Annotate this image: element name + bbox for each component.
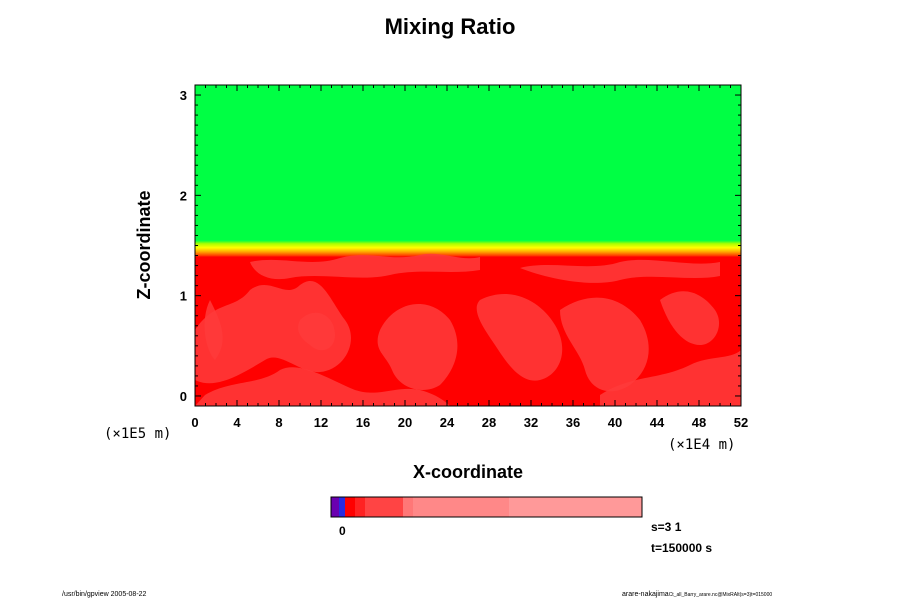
mixing-pattern-2 [377, 303, 458, 390]
x-axis-title: X-coordinate [413, 462, 523, 482]
chart-title: Mixing Ratio [384, 14, 516, 39]
y-axis-title: Z-coordinate [134, 190, 154, 299]
footer-right-main: arare-nakajima [622, 591, 669, 598]
annotation-s: s=3 1 [651, 520, 682, 534]
x-tick-label: 44 [650, 415, 665, 430]
footer-right: arare-nakajimaCt_all_Barry_arare.nc@MixR… [622, 591, 772, 598]
colorbar-segment [509, 497, 642, 517]
heatmap-field [195, 85, 741, 406]
mixing-pattern-8 [520, 259, 720, 283]
mixing-pattern-9 [204, 300, 223, 360]
mixing-pattern-3 [476, 294, 563, 381]
field-transition [195, 240, 741, 257]
mixing-pattern-6 [660, 291, 720, 345]
x-tick-label: 8 [275, 415, 282, 430]
colorbar [330, 496, 643, 518]
footer-right-small: Ct_all_Barry_arare.nc@MixRAlt(s=3)t=0150… [669, 592, 773, 598]
y-scale-label: (×1E5 m) [104, 426, 171, 442]
axis-ticks [194, 84, 742, 407]
colorbar-frame [330, 496, 643, 518]
y-tick-label: 2 [180, 188, 187, 203]
colorbar-segment [355, 497, 365, 517]
x-tick-label: 48 [692, 415, 706, 430]
x-tick-label: 0 [191, 415, 198, 430]
x-scale-label: (×1E4 m) [668, 437, 735, 453]
colorbar-segment [339, 497, 345, 517]
colorbar-segment [403, 497, 413, 517]
mixing-pattern-4 [560, 297, 649, 392]
colorbar-segment [365, 497, 403, 517]
y-tick-label: 1 [180, 289, 187, 304]
mixing-pattern-5 [600, 350, 741, 406]
mixing-pattern-7 [250, 253, 480, 280]
x-tick-label: 40 [608, 415, 622, 430]
y-tick-label: 0 [180, 389, 187, 404]
x-tick-label: 32 [524, 415, 538, 430]
x-tick-label: 20 [398, 415, 412, 430]
x-tick-label: 4 [233, 415, 241, 430]
x-tick-label: 24 [440, 415, 455, 430]
x-tick-label: 52 [734, 415, 748, 430]
field-upper [195, 85, 741, 241]
x-tick-label: 36 [566, 415, 580, 430]
annotation-t: t=150000 s [651, 541, 712, 555]
colorbar-segment [331, 497, 339, 517]
footer-left: /usr/bin/gpview 2005-08-22 [62, 591, 147, 598]
mixing-pattern-10 [298, 312, 335, 351]
colorbar-label: 0 [339, 524, 346, 538]
x-tick-label: 28 [482, 415, 496, 430]
mixing-pattern-1 [195, 367, 450, 406]
colorbar-segment [413, 497, 509, 517]
y-tick-label: 3 [180, 88, 187, 103]
x-tick-label: 12 [314, 415, 328, 430]
x-tick-label: 16 [356, 415, 370, 430]
colorbar-segment [345, 497, 355, 517]
mixing-pattern-0 [195, 280, 351, 384]
